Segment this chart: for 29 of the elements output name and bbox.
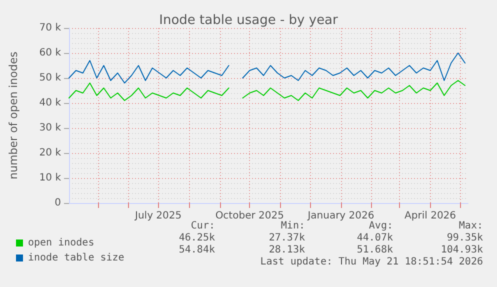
legend-label: inode table size <box>28 252 124 264</box>
text: 51.68k <box>356 244 393 256</box>
x-tick-label: July 2025 <box>134 210 182 222</box>
text: 28.13k <box>268 244 305 256</box>
y-tick-label: 20 k <box>39 148 62 158</box>
y-tick-label: 40 k <box>39 98 62 108</box>
text: 99.35k <box>446 232 483 244</box>
legend-label: open inodes <box>28 238 94 248</box>
y-tick-label: 0 <box>54 198 61 208</box>
text: Min: <box>280 220 305 232</box>
text: 44.07k <box>356 232 393 244</box>
text: 104.93k <box>440 244 483 256</box>
text: 27.37k <box>268 232 305 244</box>
y-axis-title: number of open inodes <box>7 51 20 180</box>
text: Cur: <box>190 220 215 232</box>
y-tick-label: 60 k <box>39 48 62 58</box>
text: Last update: Thu May 21 18:51:54 2026 <box>260 256 483 268</box>
x-tick-label: April 2026 <box>404 210 456 222</box>
y-tick-label: 10 k <box>39 172 62 184</box>
text: Avg: <box>368 220 393 232</box>
y-tick-label: 70 k <box>39 22 62 34</box>
x-tick-label: January 2026 <box>306 210 374 222</box>
text: Max: <box>458 220 483 232</box>
text: 46.25k <box>178 232 215 244</box>
y-tick-label: 50 k <box>39 72 62 84</box>
text: 54.84k <box>178 244 215 256</box>
x-tick-label: October 2025 <box>215 210 284 222</box>
y-tick-label: 30 k <box>39 122 62 134</box>
chart-title: Inode table usage - by year <box>159 13 339 28</box>
